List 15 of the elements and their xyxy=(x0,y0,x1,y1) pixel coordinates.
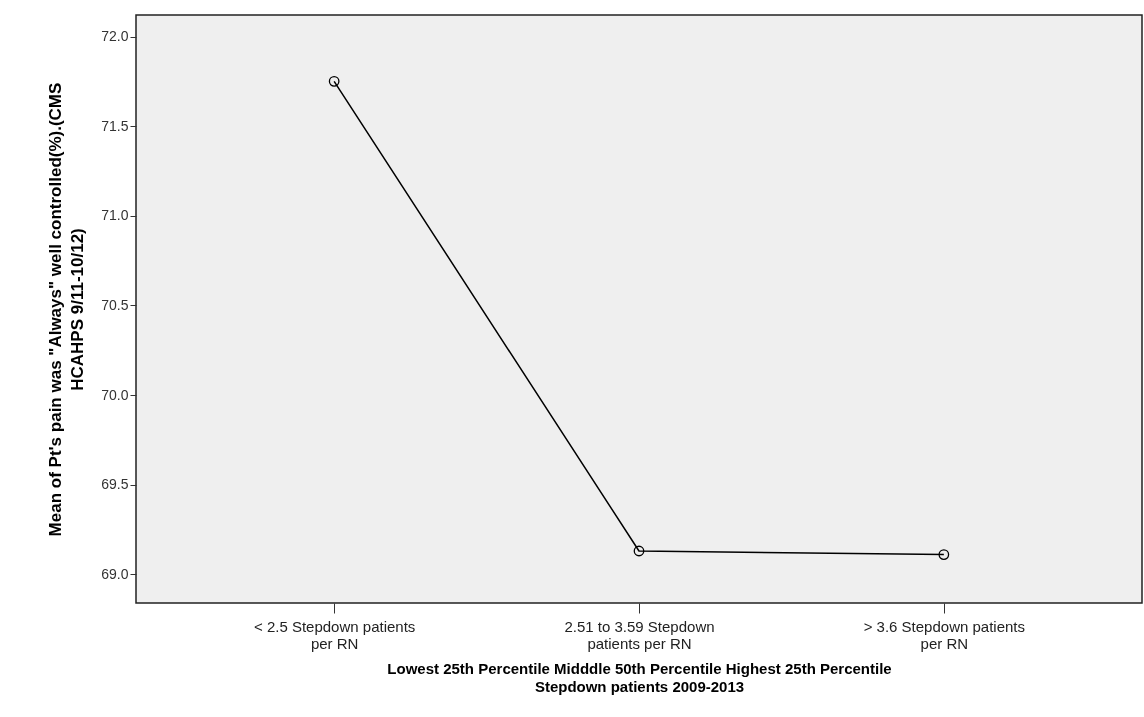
y-tick-label: 70.0 xyxy=(101,386,129,403)
y-tick-label: 72.0 xyxy=(101,28,129,45)
point xyxy=(938,549,950,560)
x-tick-label: > 3.6 Stepdown patients per RN xyxy=(863,617,1026,652)
y-tick-label: 69.5 xyxy=(101,476,129,493)
point xyxy=(633,545,645,557)
x-tick-label: 2.51 to 3.59 Stepdown patients per RN xyxy=(564,617,715,652)
x-axis-title: Lowest 25th Percentile Midddle 50th Percentile Highest 25th Percentile Stepdown patients 2009-2013 xyxy=(387,659,892,695)
y-tick-label: 69.0 xyxy=(101,565,129,582)
y-tick-label: 70.5 xyxy=(101,296,129,313)
y-axis-title: Mean of Pt's pain was "Always" well controlled(%).(CMS HCAHPS 9/11-10/12) xyxy=(46,82,88,537)
y-tick-label: 71.5 xyxy=(101,117,129,134)
point xyxy=(328,75,340,87)
x-tick-label: < 2.5 Stepdown patients per RN xyxy=(253,617,416,652)
y-tick-label: 71.0 xyxy=(101,207,129,224)
